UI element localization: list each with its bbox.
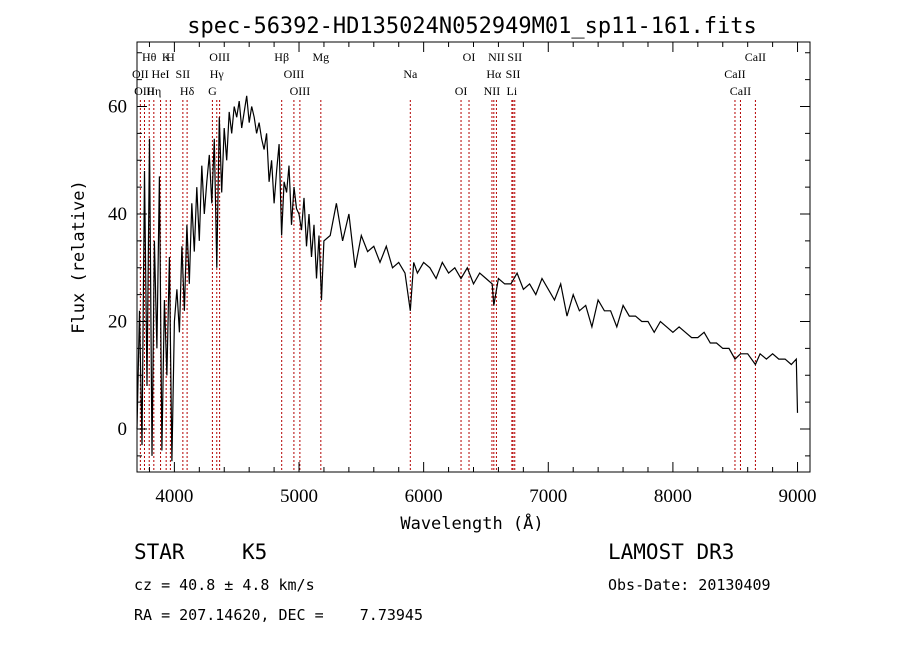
line-label: Hγ — [210, 67, 225, 81]
y-axis-label: Flux (relative) — [69, 180, 89, 334]
line-label: CaII — [730, 84, 751, 98]
line-label: Li — [507, 84, 518, 98]
line-label: OI — [455, 84, 468, 98]
x-axis: 4000 5000 6000 7000 8000 9000 — [148, 42, 817, 507]
line-label: G — [208, 84, 217, 98]
coordinates: RA = 207.14620, DEC = 7.73945 — [134, 606, 423, 624]
line-label: NII — [484, 84, 501, 98]
line-label: OIII — [284, 67, 305, 81]
line-label: NII — [488, 50, 505, 64]
line-label: H — [166, 50, 175, 64]
line-label: SII — [176, 67, 191, 81]
line-label: Na — [403, 67, 418, 81]
line-label: K — [162, 50, 171, 64]
line-label: Hη — [146, 84, 161, 98]
line-label: Hβ — [274, 50, 289, 64]
line-label: SII — [506, 67, 521, 81]
spectral-line-labels: HθOIIOIIIKHeIHηHSIIHδOIIIHγGHβOIIIOIIIMg… — [132, 50, 766, 98]
x-tick-label: 7000 — [529, 486, 567, 507]
spectral-line-markers — [139, 100, 756, 472]
line-label: OI — [463, 50, 476, 64]
object-subclass: K5 — [242, 540, 267, 564]
line-label: OII — [132, 67, 149, 81]
x-tick-label: 9000 — [779, 486, 817, 507]
x-tick-label: 8000 — [654, 486, 692, 507]
line-label: Hθ — [142, 50, 157, 64]
y-tick-label: 60 — [108, 97, 127, 118]
y-tick-label: 0 — [118, 419, 128, 440]
line-label: Hα — [486, 67, 502, 81]
line-label: Hδ — [180, 84, 195, 98]
line-label: OIII — [290, 84, 311, 98]
line-label: Mg — [312, 50, 329, 64]
line-label: OIII — [209, 50, 230, 64]
x-tick-label: 4000 — [155, 486, 193, 507]
survey-name: LAMOST DR3 — [608, 540, 734, 564]
line-label: CaII — [745, 50, 766, 64]
line-label: CaII — [724, 67, 745, 81]
y-axis: 0 20 40 60 — [108, 52, 810, 457]
y-tick-label: 20 — [108, 312, 127, 333]
line-label: HeI — [152, 67, 170, 81]
object-class: STAR — [134, 540, 185, 564]
obs-date: Obs-Date: 20130409 — [608, 576, 771, 594]
line-label: OIII — [134, 84, 155, 98]
chart-title: spec-56392-HD135024N052949M01_sp11-161.f… — [187, 14, 757, 39]
x-tick-label: 6000 — [405, 486, 443, 507]
spectrum-series-line — [136, 95, 799, 462]
x-tick-label: 5000 — [280, 486, 318, 507]
line-label: SII — [507, 50, 522, 64]
x-axis-label: Wavelength (Å) — [400, 512, 543, 534]
redshift-cz: cz = 40.8 ± 4.8 km/s — [134, 576, 315, 594]
y-tick-label: 40 — [108, 204, 127, 225]
